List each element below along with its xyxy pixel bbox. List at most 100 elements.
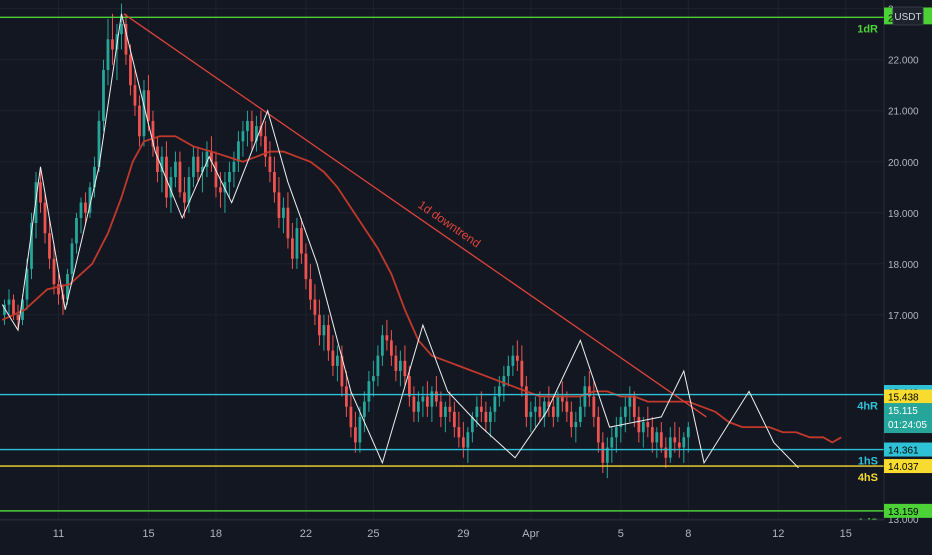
candle-body-22 bbox=[102, 69, 105, 121]
candle-body-141 bbox=[637, 416, 641, 433]
candle-body-95 bbox=[430, 391, 434, 407]
candle-body-74 bbox=[336, 355, 339, 366]
candle-body-44 bbox=[201, 166, 204, 172]
candle-body-129 bbox=[583, 386, 587, 407]
candle-body-133 bbox=[601, 442, 605, 463]
price-badge-6 bbox=[884, 459, 932, 474]
x-tick-label-3: 22 bbox=[300, 528, 312, 540]
candle-body-86 bbox=[389, 340, 393, 356]
level-label-4hR: 4hR bbox=[857, 401, 878, 413]
candle-body-120 bbox=[542, 401, 546, 417]
candle-body-152 bbox=[686, 427, 690, 438]
x-tick-label-10: 15 bbox=[840, 528, 852, 540]
candle-body-2 bbox=[12, 299, 15, 315]
candle-body-135 bbox=[610, 437, 614, 448]
candle-body-14 bbox=[66, 274, 69, 300]
y-tick-label-2: 21.000 bbox=[888, 107, 919, 118]
price-axis-background bbox=[884, 0, 932, 550]
candle-body-0 bbox=[3, 304, 6, 315]
candle-body-3 bbox=[16, 314, 20, 320]
candle-body-105 bbox=[475, 406, 479, 417]
candle-body-71 bbox=[322, 325, 326, 336]
candle-body-130 bbox=[587, 386, 591, 397]
candle-body-124 bbox=[560, 396, 564, 402]
candle-body-121 bbox=[547, 401, 551, 407]
price-badge-label-3: 15.438 bbox=[888, 393, 919, 404]
time-axis[interactable]: 11 15 18 22 25 29 Apr 5 8 12 15 bbox=[0, 519, 884, 550]
candle-body-127 bbox=[574, 422, 578, 428]
candle-body-122 bbox=[551, 406, 555, 417]
candle-body-128 bbox=[578, 406, 582, 423]
candle-body-24 bbox=[111, 39, 114, 50]
price-badge-label-6: 14.037 bbox=[888, 462, 919, 473]
x-tick-label-0: 11 bbox=[53, 528, 64, 540]
moving-average-group bbox=[1, 135, 842, 444]
trendline[interactable] bbox=[123, 13, 707, 418]
candle-body-46 bbox=[210, 151, 213, 162]
candle-body-42 bbox=[192, 156, 195, 178]
candle-body-37 bbox=[169, 177, 173, 198]
price-axis[interactable]: 222.00021.00020.00019.00018.00017.00013.… bbox=[883, 0, 932, 550]
candle-body-102 bbox=[461, 437, 465, 448]
candle-body-126 bbox=[569, 411, 573, 428]
currency-box[interactable] bbox=[892, 6, 924, 26]
candle-body-136 bbox=[614, 427, 618, 438]
candle-body-15 bbox=[70, 243, 74, 275]
candle-body-132 bbox=[596, 416, 600, 443]
candle-body-60 bbox=[273, 171, 276, 193]
candle-body-83 bbox=[376, 355, 380, 377]
candle-body-31 bbox=[142, 90, 146, 137]
x-tick-label-5: 29 bbox=[457, 528, 469, 540]
candle-body-103 bbox=[466, 432, 470, 448]
candle-body-52 bbox=[237, 141, 240, 162]
x-tick-label-9: 12 bbox=[772, 528, 784, 540]
candle-body-89 bbox=[403, 360, 407, 377]
candle-body-29 bbox=[133, 85, 137, 106]
candle-body-94 bbox=[425, 396, 429, 407]
candle-body-151 bbox=[682, 437, 686, 448]
y-tick-label-4: 19.000 bbox=[888, 209, 919, 220]
candle-body-99 bbox=[448, 406, 452, 412]
candle-body-145 bbox=[655, 432, 659, 443]
candle-body-92 bbox=[416, 401, 420, 412]
x-tick-label-7: 5 bbox=[618, 528, 624, 540]
candle-body-45 bbox=[205, 151, 209, 167]
price-badge-label-5: 14.361 bbox=[888, 446, 919, 457]
candle-body-115 bbox=[520, 360, 524, 387]
zigzag-group bbox=[1, 13, 799, 469]
candle-body-96 bbox=[434, 391, 438, 402]
candle-body-21 bbox=[97, 120, 101, 167]
candle-body-32 bbox=[147, 90, 150, 121]
zigzag-line bbox=[1, 13, 799, 469]
candle-body-12 bbox=[57, 284, 60, 295]
x-tick-label-8: 8 bbox=[685, 528, 691, 540]
candle-body-58 bbox=[264, 136, 267, 157]
candle-body-62 bbox=[282, 207, 285, 218]
candle-body-93 bbox=[421, 396, 425, 402]
candle-body-125 bbox=[565, 401, 569, 412]
x-tick-label-4: 25 bbox=[367, 528, 379, 540]
candle-body-82 bbox=[371, 376, 375, 382]
candle-body-16 bbox=[75, 217, 78, 244]
candle-body-50 bbox=[228, 171, 231, 183]
candle-body-65 bbox=[295, 228, 299, 259]
candle-body-72 bbox=[327, 325, 330, 351]
candle-body-19 bbox=[88, 187, 92, 213]
candle-body-27 bbox=[124, 23, 128, 55]
candle-body-26 bbox=[120, 23, 123, 35]
candle-body-150 bbox=[677, 442, 681, 448]
candle-body-8 bbox=[39, 182, 42, 203]
candle-body-66 bbox=[300, 228, 303, 254]
candle-body-76 bbox=[345, 386, 348, 407]
level-label-1hS: 1hS bbox=[858, 456, 878, 468]
candle-body-90 bbox=[407, 376, 411, 397]
candle-body-87 bbox=[394, 355, 398, 371]
candle-body-73 bbox=[331, 350, 335, 366]
currency-label: USDT bbox=[894, 12, 921, 23]
candle-body-118 bbox=[533, 406, 537, 412]
candle-body-55 bbox=[250, 120, 254, 142]
candle-body-57 bbox=[259, 126, 263, 137]
candle-body-104 bbox=[470, 416, 474, 433]
